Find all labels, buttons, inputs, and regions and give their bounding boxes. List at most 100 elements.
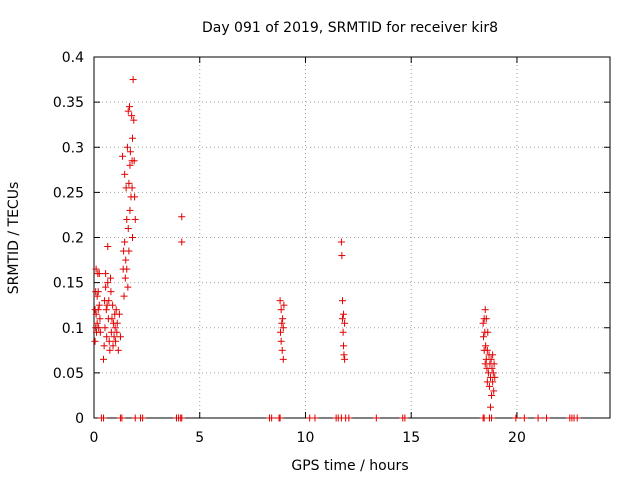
data-point xyxy=(95,324,103,332)
x-axis-label: GPS time / hours xyxy=(291,458,408,474)
data-point xyxy=(480,333,488,341)
chart-title: Day 091 of 2019, SRMTID for receiver kir… xyxy=(202,20,498,36)
data-point xyxy=(279,355,287,363)
data-point xyxy=(109,342,117,350)
data-point xyxy=(341,319,349,327)
data-point xyxy=(105,337,113,345)
data-point xyxy=(113,319,121,327)
data-point xyxy=(276,414,284,422)
data-point xyxy=(338,252,346,260)
data-point xyxy=(123,265,131,273)
x-tick-label: 10 xyxy=(297,430,315,446)
data-point xyxy=(278,346,286,354)
data-point xyxy=(268,414,276,422)
data-point xyxy=(482,315,490,323)
data-point xyxy=(107,288,115,296)
data-point xyxy=(401,414,409,422)
data-point xyxy=(338,297,346,305)
data-point xyxy=(340,310,348,318)
data-point xyxy=(490,360,498,368)
data-point xyxy=(115,310,123,318)
data-point xyxy=(129,76,137,84)
data-point xyxy=(573,414,581,422)
data-point xyxy=(118,414,126,422)
data-point xyxy=(178,414,186,422)
y-tick-label: 0.05 xyxy=(53,366,84,382)
data-point xyxy=(139,414,147,422)
data-point xyxy=(95,301,103,309)
data-point xyxy=(488,364,496,372)
data-point xyxy=(100,355,108,363)
data-points xyxy=(91,76,581,422)
data-point xyxy=(110,333,118,341)
data-point xyxy=(487,355,495,363)
x-tick-label: 5 xyxy=(195,430,204,446)
data-point xyxy=(92,265,100,273)
data-point xyxy=(96,315,104,323)
data-point xyxy=(123,215,131,223)
data-point xyxy=(481,306,489,314)
data-point xyxy=(120,292,128,300)
data-point xyxy=(485,382,493,390)
data-point xyxy=(94,288,102,296)
data-point xyxy=(338,315,346,323)
data-point xyxy=(128,134,136,142)
data-point xyxy=(105,297,113,305)
data-point xyxy=(520,414,528,422)
data-point xyxy=(340,342,348,350)
axis-ticks: 0 0.05 0.1 0.15 0.2 0.25 0.3 0.35 0.4 0 5 10 15 20 xyxy=(53,50,610,446)
data-point xyxy=(103,333,111,341)
y-tick-label: 0.4 xyxy=(62,50,84,66)
data-point xyxy=(131,193,139,201)
data-point xyxy=(95,270,103,278)
data-point xyxy=(339,328,347,336)
data-point xyxy=(278,319,286,327)
data-point xyxy=(488,391,496,399)
data-point xyxy=(100,414,108,422)
data-point xyxy=(311,414,319,422)
data-point xyxy=(484,328,492,336)
data-point xyxy=(94,306,102,314)
data-point xyxy=(93,319,101,327)
data-point xyxy=(277,328,285,336)
data-point xyxy=(491,373,499,381)
data-point xyxy=(280,301,288,309)
y-tick-label: 0.3 xyxy=(62,140,84,156)
data-point xyxy=(482,342,490,350)
data-point xyxy=(104,243,112,251)
data-point xyxy=(340,351,348,359)
data-point xyxy=(130,157,138,165)
data-point xyxy=(489,369,497,377)
data-point xyxy=(131,215,139,223)
data-point xyxy=(116,333,124,341)
plot-frame xyxy=(93,56,611,419)
data-point xyxy=(123,143,131,151)
data-point xyxy=(277,337,285,345)
data-point xyxy=(489,351,497,359)
y-tick-label: 0 xyxy=(75,411,84,427)
data-point xyxy=(178,238,186,246)
data-point xyxy=(92,310,100,318)
data-point xyxy=(121,170,129,178)
y-tick-label: 0.2 xyxy=(62,231,84,247)
data-point xyxy=(104,279,112,287)
grid xyxy=(94,57,610,418)
data-point xyxy=(121,238,129,246)
x-tick-label: 20 xyxy=(508,430,526,446)
data-point xyxy=(128,112,136,120)
y-tick-label: 0.15 xyxy=(53,276,84,292)
data-point xyxy=(125,179,133,187)
data-point xyxy=(534,414,542,422)
data-point xyxy=(112,306,120,314)
data-point xyxy=(276,297,284,305)
data-point xyxy=(119,152,127,160)
data-point xyxy=(128,184,136,192)
data-point xyxy=(112,337,120,345)
data-point xyxy=(279,324,287,332)
y-tick-label: 0.1 xyxy=(62,321,84,337)
data-point xyxy=(106,346,114,354)
data-point xyxy=(277,306,285,314)
data-point xyxy=(122,256,130,264)
data-point xyxy=(178,213,186,221)
data-point xyxy=(100,342,108,350)
